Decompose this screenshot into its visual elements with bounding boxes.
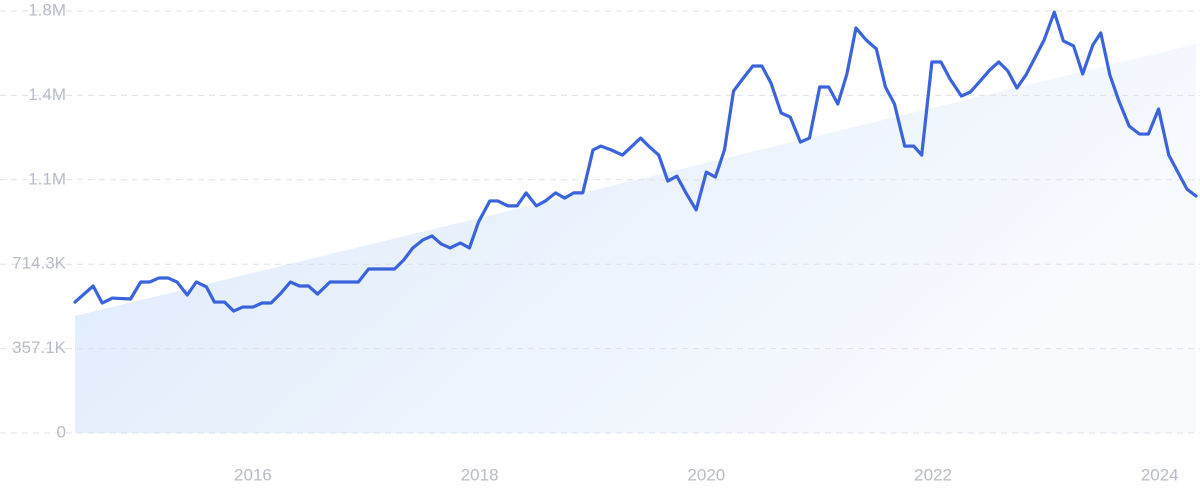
- x-tick-label: 2020: [687, 465, 725, 484]
- y-tick-label: 714.3K: [12, 254, 67, 273]
- y-tick-label: 1.4M: [28, 85, 66, 104]
- x-tick-label: 2024: [1141, 465, 1179, 484]
- x-tick-label: 2022: [914, 465, 952, 484]
- x-tick-label: 2018: [461, 465, 499, 484]
- y-tick-label: 357.1K: [12, 338, 67, 357]
- y-tick-label: 0: [57, 422, 66, 441]
- x-tick-label: 2016: [234, 465, 272, 484]
- y-tick-label: 1.1M: [28, 169, 66, 188]
- data-line: [73, 10, 1198, 313]
- y-tick-label: 1.8M: [28, 0, 66, 19]
- trend-area: [75, 44, 1196, 434]
